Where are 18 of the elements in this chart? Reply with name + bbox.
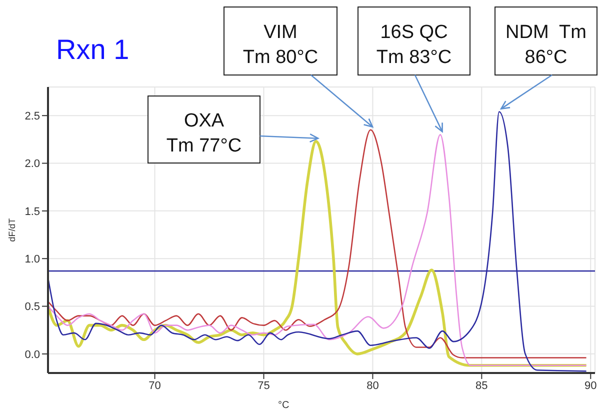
chart-title: Rxn 1 xyxy=(56,34,130,66)
x-tick-label: 70 xyxy=(148,380,161,392)
x-axis-title: °C xyxy=(278,400,290,411)
x-tick-label: 75 xyxy=(258,380,270,392)
x-tick-label: 80 xyxy=(366,380,379,392)
annotation: NDM Tm 86°C xyxy=(506,22,586,68)
x-tick-label: 85 xyxy=(476,380,488,392)
annotation: VIM Tm 80°C xyxy=(242,22,318,68)
annotation: OXA Tm 77°C xyxy=(166,110,242,156)
y-tick-label: 2.5 xyxy=(24,110,40,123)
y-axis-title: dF/dT xyxy=(7,218,18,242)
y-tick-label: 2.0 xyxy=(24,158,40,170)
y-tick-label: 0.5 xyxy=(24,301,40,314)
x-tick-label: 90 xyxy=(584,380,597,392)
y-tick-label: 1.5 xyxy=(24,206,40,218)
y-tick-label: 1.0 xyxy=(24,254,40,266)
annotation: 16S QC Tm 83°C xyxy=(376,22,452,68)
y-tick-label: 0.0 xyxy=(24,348,40,361)
